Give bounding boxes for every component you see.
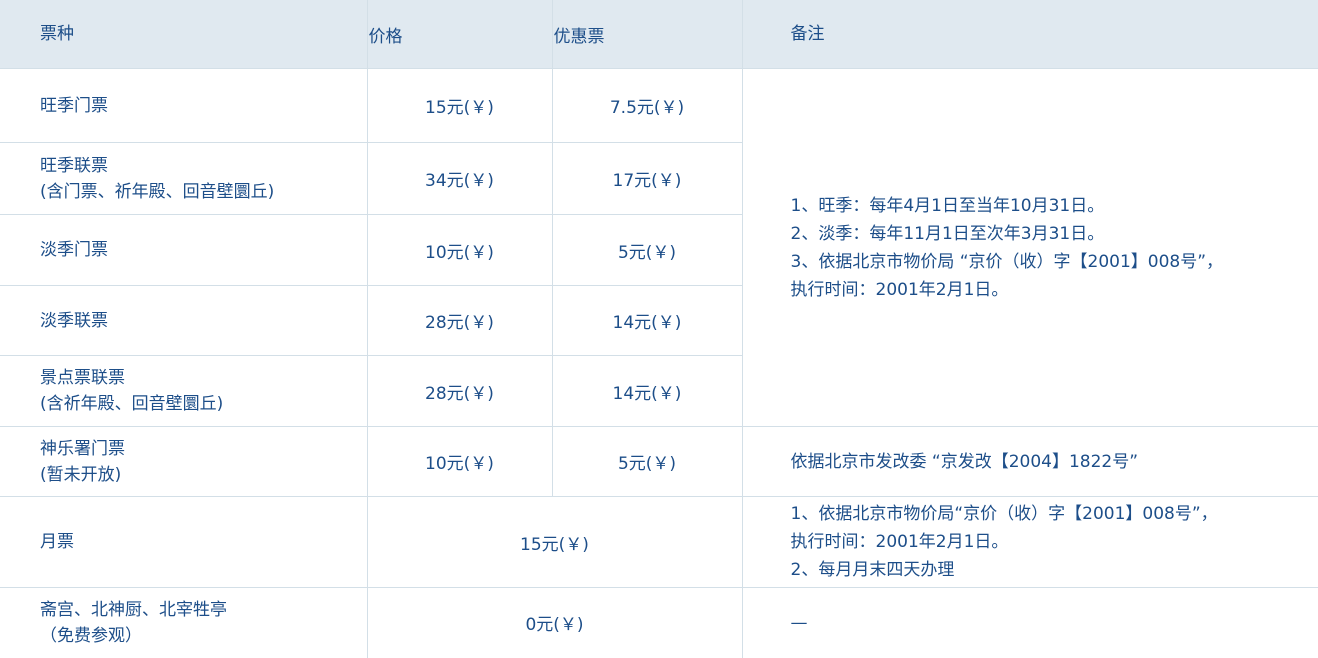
column-header-ticket-type: 票种 xyxy=(0,0,368,69)
table-row-peak-combo: 旺季联票 (含门票、祈年殿、回音壁圜丘) 34元(￥) 17元(￥) xyxy=(0,142,1318,215)
ticket-name-line: 淡季联票 xyxy=(40,310,108,331)
table-body: 旺季门票 15元(￥) 7.5元(￥) 1、旺季：每年4月1日至当年10月31日… xyxy=(0,68,1318,658)
discount-cell: 7.5元(￥) xyxy=(551,68,743,143)
remark-line: 1、旺季：每年4月1日至当年10月31日。 xyxy=(790,195,1105,216)
ticket-name-line: 神乐署门票 xyxy=(40,438,125,459)
price-cell: 28元(￥) xyxy=(366,355,553,427)
price-cell: 10元(￥) xyxy=(366,214,553,286)
price-cell: 28元(￥) xyxy=(366,285,553,356)
ticket-name-line: 旺季联票 xyxy=(40,155,108,176)
merged-remark-cell: 1、旺季：每年4月1日至当年10月31日。 2、淡季：每年11月1日至次年3月3… xyxy=(741,68,1318,427)
table-row-free-areas: 斋宫、北神厨、北宰牲亭 （免费参观） 0元(￥) — xyxy=(0,587,1318,658)
remark-line: 2、每月月末四天办理 xyxy=(790,560,955,580)
remark-line: 执行时间：2001年2月1日。 xyxy=(790,532,1009,552)
remark-line: 执行时间：2001年2月1日。 xyxy=(790,279,1009,300)
ticket-name-line: 月票 xyxy=(40,532,74,552)
discount-cell: 17元(￥) xyxy=(551,142,743,215)
ticket-name-subline: (含门票、祈年殿、回音壁圜丘) xyxy=(40,181,275,202)
table-row-monthly-pass: 月票 15元(￥) 1、依据北京市物价局“京价（收）字【2001】008号”， … xyxy=(0,496,1318,588)
remark-line: 2、淡季：每年11月1日至次年3月31日。 xyxy=(790,223,1105,244)
ticket-name-cell: 淡季联票 xyxy=(0,285,368,356)
merged-price-cell: 15元(￥) xyxy=(366,496,743,588)
ticket-name-cell: 旺季联票 (含门票、祈年殿、回音壁圜丘) xyxy=(0,142,368,215)
column-header-remark: 备注 xyxy=(741,0,1318,69)
ticket-name-subline: （免费参观） xyxy=(40,625,142,646)
header-row: 票种 价格 优惠票 备注 xyxy=(0,0,1318,69)
column-header-discount: 优惠票 xyxy=(551,0,743,69)
ticket-name-cell: 月票 xyxy=(0,496,368,588)
remark-cell: 依据北京市发改委 “京发改【2004】1822号” xyxy=(741,426,1318,497)
remark-line: 3、依据北京市物价局 “京价（收）字【2001】008号”， xyxy=(790,251,1224,272)
table-row-shenyueshu: 神乐署门票 (暂未开放) 10元(￥) 5元(￥) 依据北京市发改委 “京发改【… xyxy=(0,426,1318,497)
table-header: 票种 价格 优惠票 备注 xyxy=(0,0,1318,69)
price-cell: 34元(￥) xyxy=(366,142,553,215)
discount-cell: 14元(￥) xyxy=(551,355,743,427)
price-cell: 10元(￥) xyxy=(366,426,553,497)
discount-cell: 5元(￥) xyxy=(551,214,743,286)
remark-line: 依据北京市发改委 “京发改【2004】1822号” xyxy=(790,451,1139,472)
discount-cell: 14元(￥) xyxy=(551,285,743,356)
remark-dash: — xyxy=(790,612,808,633)
table-row-offseason-single: 淡季门票 10元(￥) 5元(￥) xyxy=(0,214,1318,286)
ticket-name-cell: 旺季门票 xyxy=(0,68,368,143)
ticket-name-line: 旺季门票 xyxy=(40,95,108,116)
table-row-scenic-combo: 景点票联票 (含祈年殿、回音壁圜丘) 28元(￥) 14元(￥) xyxy=(0,355,1318,427)
table-row-peak-single: 旺季门票 15元(￥) 7.5元(￥) 1、旺季：每年4月1日至当年10月31日… xyxy=(0,68,1318,427)
column-header-price: 价格 xyxy=(366,0,553,69)
table-row-offseason-combo: 淡季联票 28元(￥) 14元(￥) xyxy=(0,285,1318,356)
discount-cell: 5元(￥) xyxy=(551,426,743,497)
ticket-name-cell: 景点票联票 (含祈年殿、回音壁圜丘) xyxy=(0,355,368,427)
ticket-name-line: 淡季门票 xyxy=(40,240,108,260)
remark-line: 1、依据北京市物价局“京价（收）字【2001】008号”， xyxy=(790,504,1218,524)
ticket-name-cell: 淡季门票 xyxy=(0,214,368,286)
ticket-name-cell: 神乐署门票 (暂未开放) xyxy=(0,426,368,497)
ticket-name-subline: (含祈年殿、回音壁圜丘) xyxy=(40,394,224,414)
merged-price-cell: 0元(￥) xyxy=(366,587,743,658)
price-cell: 15元(￥) xyxy=(366,68,553,143)
remark-cell: 1、依据北京市物价局“京价（收）字【2001】008号”， 执行时间：2001年… xyxy=(741,496,1318,588)
ticket-name-line: 景点票联票 xyxy=(40,368,125,388)
ticket-name-subline: (暂未开放) xyxy=(40,464,122,485)
remark-cell: — xyxy=(741,587,1318,658)
ticket-name-cell: 斋宫、北神厨、北宰牲亭 （免费参观） xyxy=(0,587,368,658)
ticket-name-line: 斋宫、北神厨、北宰牲亭 xyxy=(40,599,227,620)
